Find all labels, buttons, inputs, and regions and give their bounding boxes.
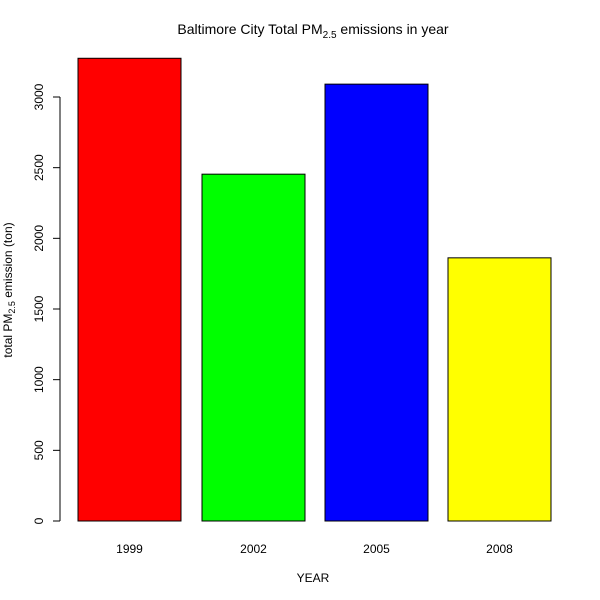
y-tick-label: 500 — [32, 440, 46, 460]
bars-group — [77, 57, 552, 522]
y-tick-label: 1000 — [32, 366, 46, 393]
chart-title: Baltimore City Total PM2.5 emissions in … — [177, 21, 449, 41]
y-axis-label-subscript: 2.5 — [7, 301, 17, 314]
bar-1999 — [77, 57, 182, 522]
y-tick-label: 1500 — [32, 295, 46, 322]
y-axis-label-main: total PM — [1, 314, 15, 358]
chart-title-subscript: 2.5 — [323, 30, 337, 41]
y-tick-label: 2000 — [32, 225, 46, 252]
y-tick-label: 0 — [32, 517, 46, 524]
y-axis-label: total PM2.5 emission (ton) — [1, 222, 17, 357]
y-axis: 0 500 1000 1500 2000 2500 3000 — [32, 83, 61, 524]
x-tick-labels: 1999 2002 2005 2008 — [116, 542, 513, 556]
y-axis-label-suffix: emission (ton) — [1, 222, 15, 301]
chart-title-suffix: emissions in year — [337, 21, 449, 37]
bar-2008 — [447, 257, 552, 522]
x-tick-label: 1999 — [116, 542, 143, 556]
bar-2002 — [201, 173, 306, 522]
bar-2005 — [324, 83, 429, 522]
x-axis-label: YEAR — [297, 571, 330, 585]
y-tick-label: 3000 — [32, 83, 46, 110]
chart-title-main: Baltimore City Total PM — [177, 21, 322, 37]
y-tick-label: 2500 — [32, 154, 46, 181]
x-tick-label: 2002 — [240, 542, 267, 556]
x-tick-label: 2008 — [486, 542, 513, 556]
x-tick-label: 2005 — [363, 542, 390, 556]
